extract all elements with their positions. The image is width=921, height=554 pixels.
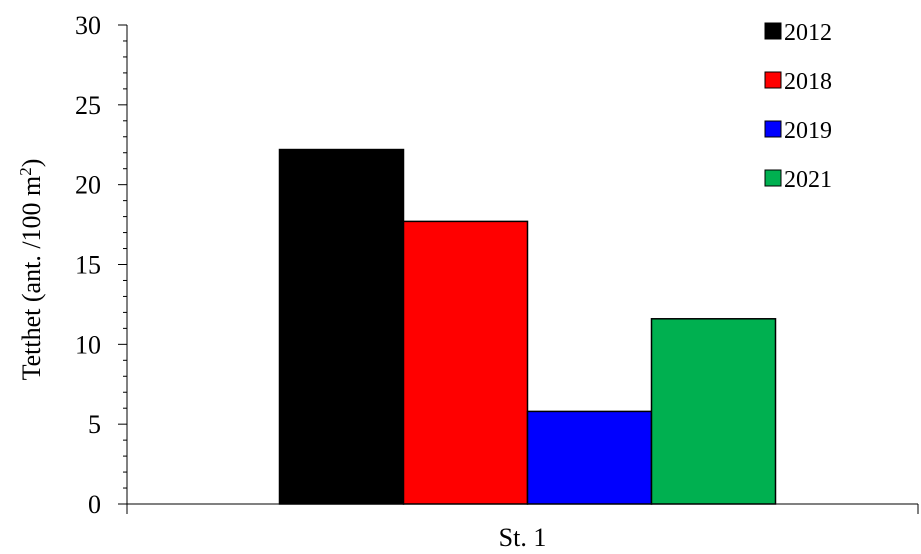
legend-swatch-2012 bbox=[764, 22, 782, 40]
bar-2018 bbox=[402, 220, 529, 505]
y-axis-title-superscript: 2 bbox=[16, 167, 35, 176]
x-axis-ticks: St. 1 bbox=[126, 504, 919, 552]
bar-2021 bbox=[650, 318, 777, 505]
legend-swatch-2021 bbox=[764, 169, 782, 187]
legend-swatch-2018 bbox=[764, 71, 782, 89]
y-tick-label: 10 bbox=[75, 330, 101, 359]
y-axis-ticks: 0 5 10 15 20 25 30 bbox=[75, 11, 127, 519]
y-tick-label: 30 bbox=[75, 11, 101, 40]
x-tick-label: St. 1 bbox=[499, 523, 547, 552]
legend: 2012 2018 2019 2021 bbox=[764, 20, 832, 193]
y-tick-label: 0 bbox=[88, 490, 101, 519]
y-axis-title-end: ) bbox=[17, 159, 46, 168]
y-tick-label: 25 bbox=[75, 91, 101, 120]
bar-2012 bbox=[278, 148, 405, 505]
y-axis-title: Tetthet (ant. /100 m2) bbox=[16, 159, 47, 381]
y-tick-label: 5 bbox=[88, 410, 101, 439]
y-axis-title-main: Tetthet (ant. /100 m bbox=[17, 176, 46, 381]
bars bbox=[278, 148, 777, 505]
y-axis-minor-ticks bbox=[123, 40, 127, 489]
legend-label-2018: 2018 bbox=[784, 69, 832, 95]
legend-swatch-2019 bbox=[764, 120, 782, 138]
y-tick-label: 15 bbox=[75, 251, 101, 280]
legend-label-2012: 2012 bbox=[784, 20, 832, 46]
bar-2019 bbox=[526, 410, 653, 505]
legend-label-2021: 2021 bbox=[784, 167, 832, 193]
legend-label-2019: 2019 bbox=[784, 118, 832, 144]
y-tick-label: 20 bbox=[75, 171, 101, 200]
